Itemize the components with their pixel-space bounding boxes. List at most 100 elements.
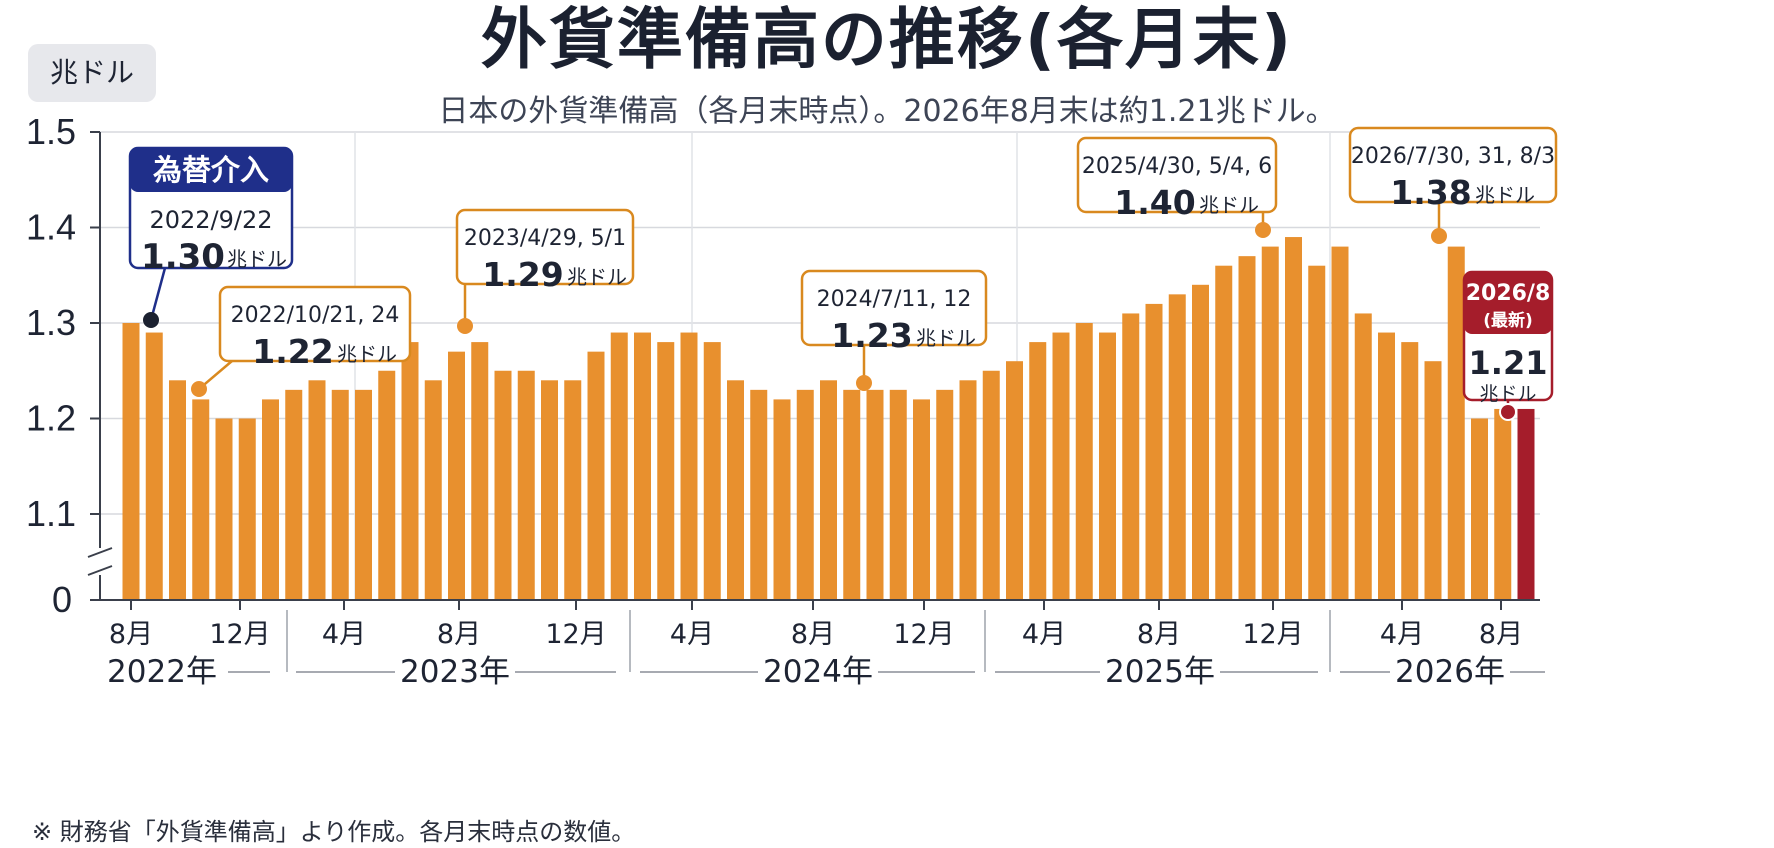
bar — [145, 332, 163, 600]
bar — [982, 370, 1000, 600]
year-label: 2024年 — [763, 654, 873, 690]
unit-badge: 兆ドル — [28, 44, 156, 102]
y-tick-label: 1.3 — [26, 302, 76, 343]
bar — [657, 342, 675, 600]
bar — [1168, 294, 1186, 600]
annotation-callout: 為替介入 2022/9/22 1.30 兆ドル — [128, 146, 294, 328]
x-tick-label: 8月 — [109, 619, 153, 650]
callout-date: 2022/10/21, 24 — [231, 303, 400, 328]
bar — [215, 418, 233, 600]
callout-header-bg — [130, 148, 292, 192]
bar — [1424, 361, 1442, 600]
callout-box — [218, 285, 412, 363]
annotation-callout: 2023/4/29, 5/1 1.29 兆ドル — [455, 208, 635, 334]
annotation-callout: 2025/4/30, 5/4, 6 1.40 兆ドル — [1076, 136, 1278, 238]
callout-unit: 兆ドル — [337, 342, 397, 366]
annotation-callout: 2024/7/11, 12 1.23 兆ドル — [800, 269, 988, 391]
year-label: 2023年 — [400, 654, 510, 690]
callout-unit: 兆ドル — [567, 265, 627, 289]
callout-unit: 兆ドル — [1199, 193, 1259, 217]
callout-marker — [1499, 403, 1517, 421]
bars — [122, 237, 1535, 601]
callout-value: 1.38 — [1390, 173, 1471, 212]
bar — [564, 380, 582, 600]
bar — [169, 380, 186, 600]
bar — [517, 370, 535, 600]
bar — [1401, 342, 1419, 600]
callout-subheader: (最新) — [1483, 310, 1533, 331]
bar — [1354, 313, 1372, 600]
bar — [1029, 342, 1047, 600]
callout-value: 1.21 — [1469, 344, 1548, 382]
year-label: 2026年 — [1395, 654, 1505, 690]
bar — [1378, 332, 1395, 600]
callout-marker — [856, 375, 872, 391]
y-tick-label: 0 — [52, 579, 72, 620]
bar — [238, 418, 256, 600]
bar — [1261, 246, 1279, 600]
bar — [1145, 303, 1163, 600]
callout-header: 2026/8 — [1466, 281, 1551, 306]
bar — [1006, 361, 1023, 600]
callout-date: 2026/7/30, 31, 8/3 — [1351, 144, 1555, 169]
callout-marker — [143, 312, 159, 328]
x-tick-label: 8月 — [1137, 619, 1181, 650]
bar — [1471, 418, 1488, 600]
bar — [355, 389, 372, 600]
callout-box — [455, 208, 635, 286]
callout-header: 為替介入 — [153, 153, 269, 187]
bar — [285, 389, 303, 600]
callout-unit: 兆ドル — [227, 247, 287, 271]
annotation-callout: 2026/8 (最新) 1.21兆ドル — [1462, 270, 1554, 421]
x-tick-label: 8月 — [437, 619, 481, 650]
bar — [796, 389, 814, 600]
bar — [1192, 284, 1209, 600]
bar — [936, 389, 954, 600]
bar — [1331, 246, 1349, 600]
bar — [889, 389, 907, 600]
axis-break-mark — [87, 547, 113, 576]
bar — [262, 399, 279, 600]
bar — [1052, 332, 1070, 600]
callout-value: 1.22 — [252, 332, 333, 371]
bar — [680, 332, 698, 600]
bar — [192, 399, 210, 600]
callout-box — [1348, 126, 1558, 204]
bar — [1122, 313, 1140, 600]
callout-date: 2023/4/29, 5/1 — [464, 226, 626, 251]
bar — [308, 380, 326, 600]
x-tick-label: 4月 — [322, 619, 366, 650]
bar — [773, 399, 791, 600]
callout-unit: 兆ドル — [916, 326, 976, 350]
bar — [1238, 256, 1256, 600]
callout-value: 1.23 — [831, 316, 912, 355]
bar — [727, 380, 744, 600]
y-tick-label: 1.4 — [26, 207, 76, 248]
bar — [494, 370, 512, 600]
bar — [1494, 408, 1512, 600]
bar — [913, 399, 930, 600]
callout-value: 1.30 — [141, 237, 225, 277]
bar — [1099, 332, 1116, 600]
x-tick-label: 12月 — [209, 619, 270, 650]
callout-marker — [1431, 228, 1447, 244]
bar — [1075, 323, 1093, 600]
callout-date: 2025/4/30, 5/4, 6 — [1082, 154, 1272, 179]
callout-date: 2022/9/22 — [149, 206, 272, 234]
annotation-callout: 2022/10/21, 24 1.22 兆ドル — [191, 285, 412, 397]
x-axis: 8月 12月 4月 8月 12月 4月 8月 12月 4月 8月 12月 4月 8月 2022年 2023年… — [100, 599, 1545, 690]
y-tick-label: 1.2 — [26, 398, 76, 439]
bar — [541, 380, 558, 600]
bar — [703, 342, 721, 600]
y-tick-label: 1.1 — [26, 493, 76, 534]
bar — [471, 342, 489, 600]
x-tick-label: 12月 — [893, 619, 954, 650]
x-tick-label: 8月 — [791, 619, 835, 650]
x-tick-label: 12月 — [545, 619, 606, 650]
callout-box — [1076, 136, 1278, 214]
callout-date: 2024/7/11, 12 — [817, 287, 972, 312]
x-tick-label: 4月 — [1022, 619, 1066, 650]
bar — [1308, 265, 1326, 600]
callout-marker — [457, 318, 473, 334]
